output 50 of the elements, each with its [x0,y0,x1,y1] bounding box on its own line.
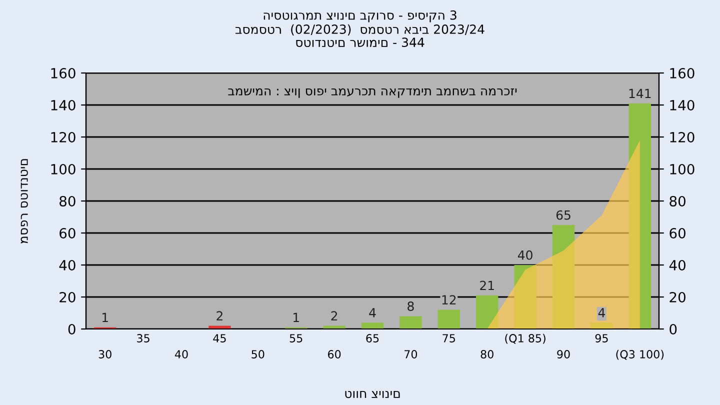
chart-title: היסטוגרמת ציונים בקורס - פיסיקה 3 [264,10,456,22]
y-tick-label: 160 [51,68,76,78]
y-tick-label: 120 [51,132,76,142]
x-tick-label: 40 [174,350,188,358]
chart-subtitle: בסמסטר (02/2023) סמסטר אביב 2023/24 סטודנטים רשומים - 344 [236,24,484,48]
y2-tick-label: 160 [670,68,694,78]
data-label: 65 [556,210,570,220]
y2-tick-label: 40 [669,260,686,270]
data-label: 40 [518,250,532,260]
y2-tick-label: 20 [670,292,686,302]
data-label: 1 [102,312,108,322]
x-tick-label: 95 [595,334,608,342]
data-label: 21 [480,280,494,290]
x-tick-label: 65 [366,334,379,342]
x-tick-label: 90 [557,350,570,358]
x-tick-label: 70 [404,350,418,358]
x-tick-label: 80 [480,350,494,358]
x-tick-label: 50 [252,350,264,358]
y-tick-label: 20 [60,292,76,302]
y-tick-label: 100 [51,164,76,174]
x-tick-label: 45 [213,334,226,342]
data-label: 2 [331,311,338,320]
y2-tick-label: 100 [670,164,694,174]
data-label: 1 [293,312,299,322]
data-label: 8 [408,302,414,311]
y-tick-label: 140 [51,100,76,110]
x-tick-label: 35 [137,334,150,342]
data-label: 4 [369,308,376,318]
data-label: 12 [442,295,456,304]
data-label: 2 [216,311,222,320]
x-tick-label: 60 [328,350,341,358]
x-tick-label: 55 [290,334,302,342]
x-tick-label: (Q3 100) [616,350,664,360]
y2-tick-label: 0 [670,324,677,334]
annotation: במשימה : ציון סופי במערכת האקדמית במחשב המרכזי [228,88,517,98]
y2-tick-label: 140 [670,100,694,110]
x-axis-title: טווח ציונים [345,390,400,398]
data-label: 4 [598,308,605,318]
y-axis-title: מספר סטודנטים [20,159,28,244]
y-tick-label: 0 [68,324,76,334]
y2-tick-label: 80 [670,196,686,206]
data-label: 141 [629,88,651,98]
y2-tick-label: 60 [670,228,686,238]
y-tick-label: 40 [59,260,76,270]
y-tick-label: 60 [60,228,76,238]
x-tick-label: (Q1 85) [505,334,546,344]
x-tick-label: 75 [442,334,455,342]
x-tick-label: 30 [98,350,112,358]
y2-tick-label: 120 [670,132,694,142]
y-tick-label: 80 [60,196,76,206]
